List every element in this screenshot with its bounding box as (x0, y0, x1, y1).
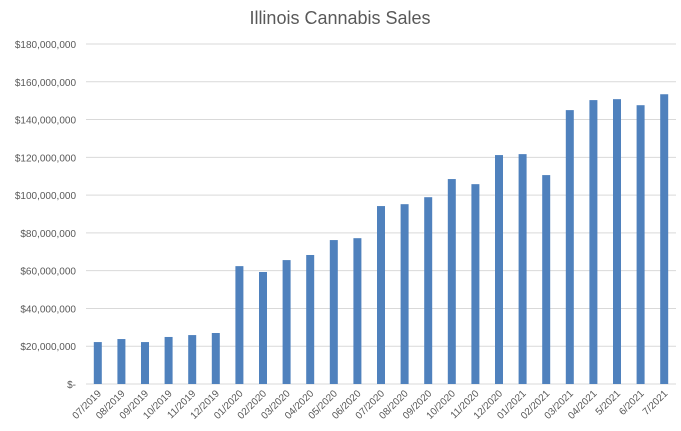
bar-6-2021 (636, 105, 645, 384)
bar-02-2020 (259, 271, 267, 384)
y-tick-label: $40,000,000 (20, 304, 76, 315)
bar-09-2019 (141, 342, 149, 384)
bar-10-2019 (164, 336, 173, 384)
bar-04-2021 (589, 100, 598, 384)
y-tick-label: $- (67, 380, 76, 391)
bar-05-2020 (329, 240, 338, 384)
x-tick-label: 5/2021 (594, 388, 624, 418)
y-tick-label: $160,000,000 (15, 78, 77, 89)
y-tick-label: $140,000,000 (15, 116, 77, 127)
y-tick-label: $60,000,000 (20, 267, 76, 278)
bar-5-2021 (613, 99, 621, 385)
bar-7-2021 (660, 94, 669, 384)
bar-03-2021 (565, 110, 574, 384)
bar-12-2020 (495, 155, 503, 384)
bar-04-2020 (306, 254, 315, 384)
y-tick-label: $100,000,000 (15, 191, 77, 202)
y-tick-label: $80,000,000 (20, 229, 76, 240)
y-tick-label: $20,000,000 (20, 342, 76, 353)
bar-07-2020 (377, 206, 385, 384)
bar-01-2021 (518, 154, 527, 384)
bar-01-2020 (235, 266, 244, 384)
bar-12-2019 (211, 333, 220, 384)
bar-11-2020 (471, 184, 480, 384)
bar-10-2020 (447, 179, 456, 384)
bar-08-2019 (117, 339, 126, 384)
bar-02-2021 (542, 175, 551, 384)
chart-title: Illinois Cannabis Sales (249, 8, 430, 28)
bar-08-2020 (400, 204, 409, 384)
bar-07-2019 (93, 342, 102, 384)
bar-03-2020 (282, 260, 291, 384)
x-tick-label: 7/2021 (641, 388, 671, 418)
bar-11-2019 (188, 335, 197, 384)
y-tick-label: $180,000,000 (15, 40, 77, 51)
y-tick-label: $120,000,000 (15, 153, 77, 164)
x-tick-label: 6/2021 (617, 388, 647, 418)
bar-09-2020 (424, 197, 433, 384)
bar-06-2020 (353, 238, 362, 384)
